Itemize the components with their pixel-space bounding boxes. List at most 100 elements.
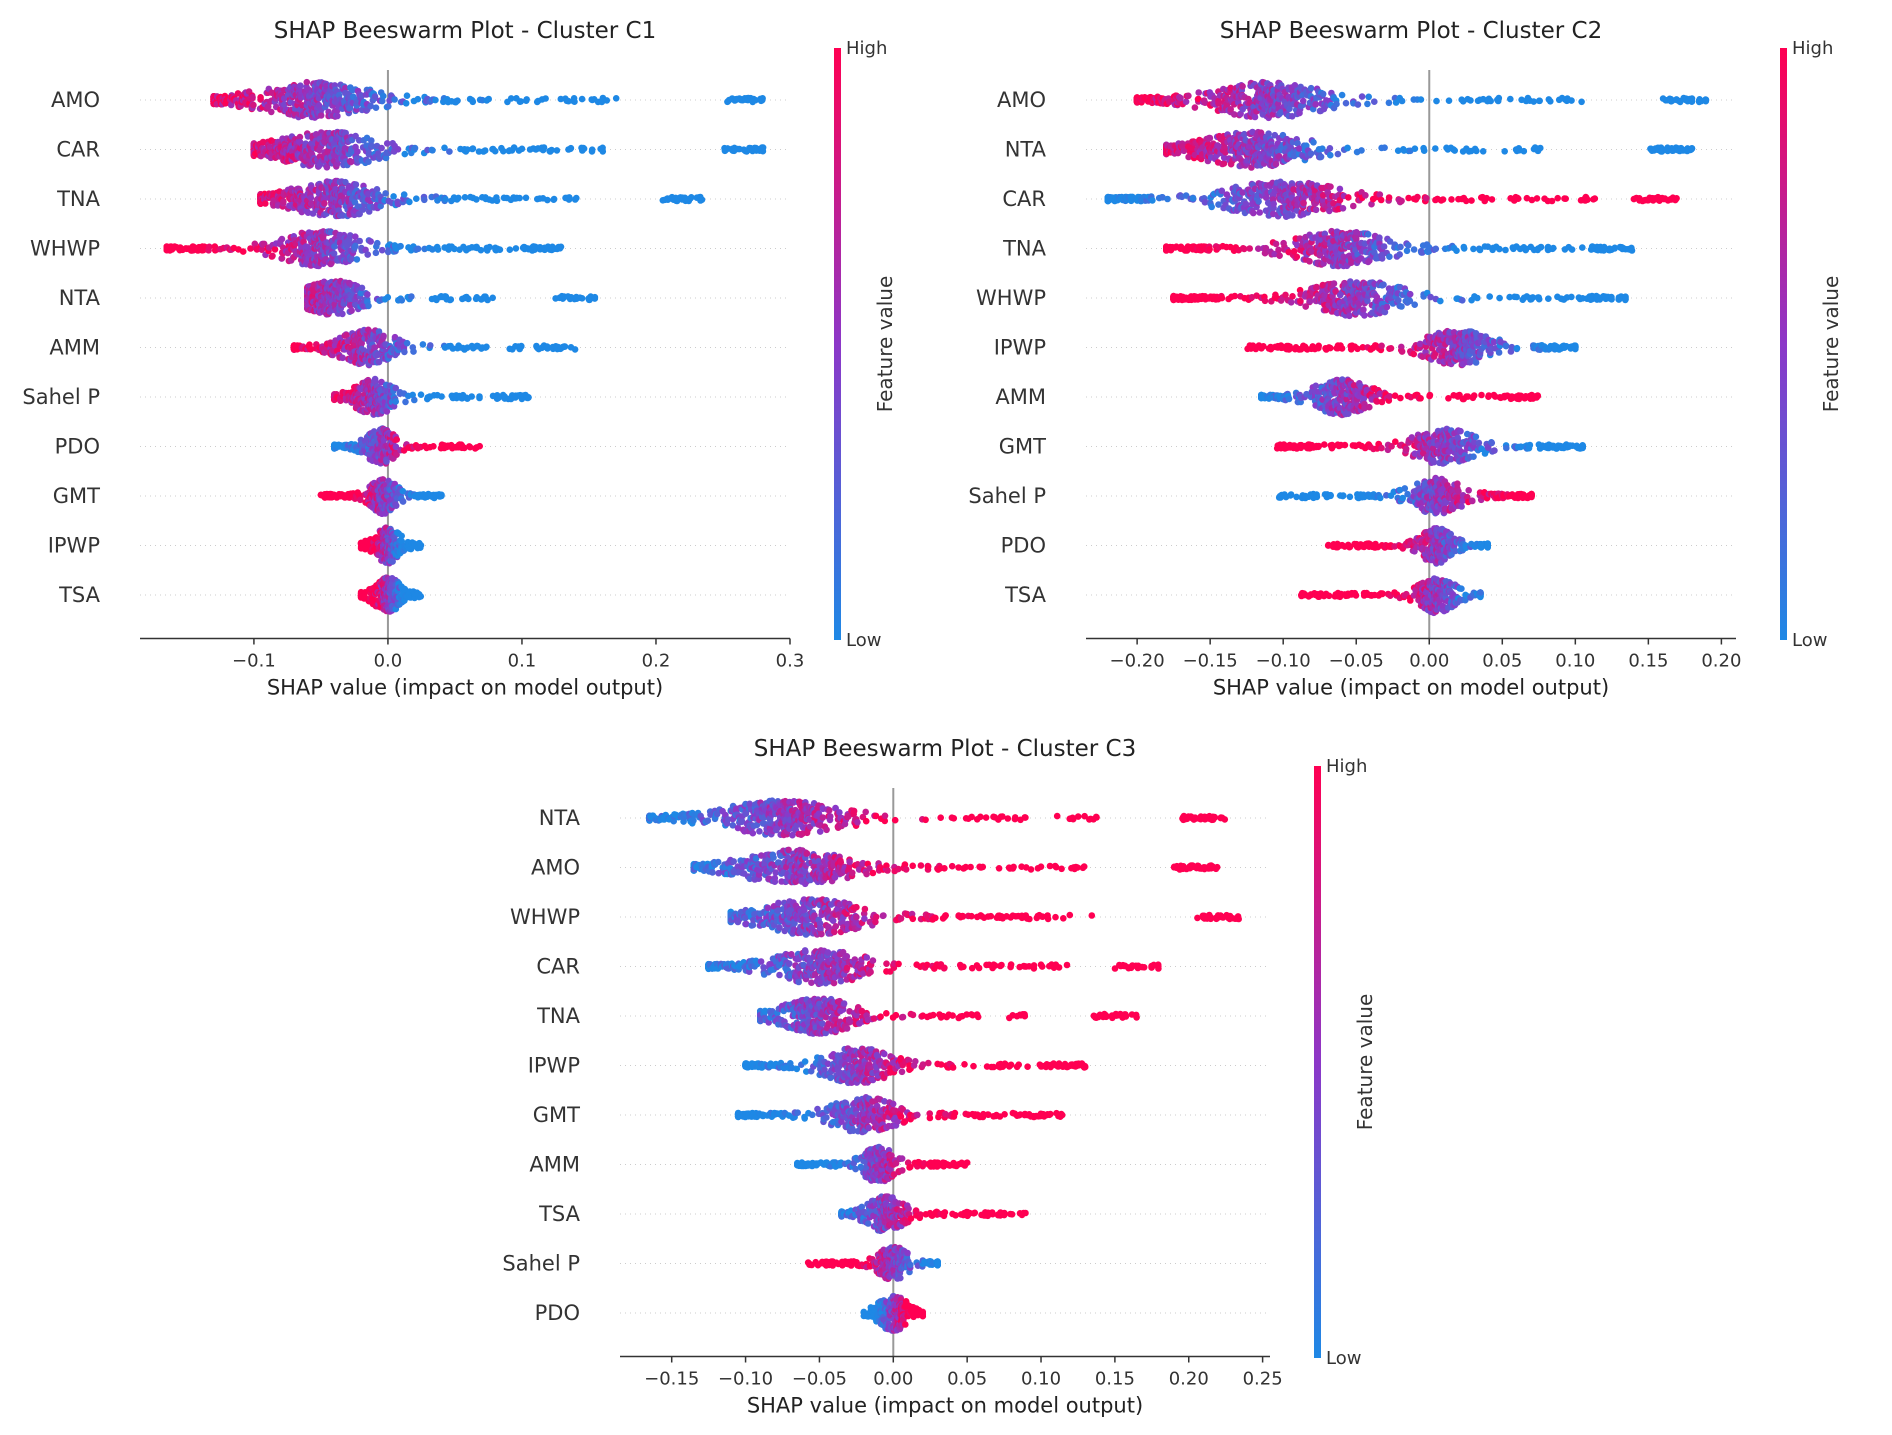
c2-feature-label: NTA [1005, 138, 1047, 162]
c1-shap-point [468, 393, 476, 400]
c1-shap-point [278, 254, 286, 262]
c1-shap-point [391, 96, 398, 103]
c1-shap-point [464, 146, 471, 153]
c2-shap-point [1432, 145, 1439, 152]
c1-shap-point [588, 146, 596, 153]
c2-shap-point [1230, 111, 1238, 118]
c2-shap-point [1688, 145, 1696, 152]
c1-shap-point [434, 246, 442, 253]
c1-shap-point [373, 186, 381, 193]
c2-shap-point [1385, 99, 1393, 107]
c1-colorbar-title: Feature value [873, 276, 897, 413]
c1-shap-point [392, 398, 400, 405]
c1-shap-point [358, 340, 366, 347]
c1-shap-point [489, 294, 497, 302]
c1-shap-point [378, 144, 385, 152]
c2-shap-point [1473, 147, 1480, 155]
c1-shap-point [451, 245, 458, 253]
c1-shap-point [421, 196, 428, 204]
c1-shap-point [304, 209, 312, 216]
c2-shap-point [1547, 98, 1554, 105]
c1-feature-label: TSA [58, 583, 101, 607]
c1-feature-label: AMM [49, 336, 100, 360]
c1-shap-point [280, 198, 287, 205]
c1-shap-point [409, 391, 417, 399]
c1-shap-point [249, 93, 256, 101]
c1-shap-point [365, 158, 372, 165]
c1-shap-point [506, 246, 514, 253]
c1-shap-point [339, 354, 346, 362]
c2-shap-point [1398, 97, 1406, 105]
c2-shap-point [1272, 160, 1280, 168]
c1-feature-label: TNA [56, 187, 101, 211]
c1-shap-point [401, 348, 408, 356]
c1-shap-point [491, 147, 499, 155]
c1-feature-label: CAR [56, 138, 100, 162]
c1-shap-point [427, 342, 434, 349]
chart-c1-svg: SHAP Beeswarm Plot - Cluster C1AMOCARTNA… [22, 18, 897, 700]
c1-shap-point [354, 148, 361, 155]
c2-shap-point [1501, 148, 1508, 155]
c1-shap-point [364, 291, 371, 298]
c1-shap-point [257, 94, 264, 101]
c1-shap-point [402, 398, 409, 406]
c1-shap-point [392, 443, 400, 451]
c1-shap-point [496, 246, 504, 253]
c1-shap-point [580, 145, 588, 152]
c1-shap-point [516, 194, 523, 202]
c2-shap-point [1195, 89, 1202, 96]
c1-shap-point [465, 295, 472, 303]
c2-shap-point [1420, 147, 1428, 154]
c1-shap-point [591, 293, 599, 301]
c1-beeswarm-row-amm [290, 326, 579, 369]
c1-shap-point [759, 95, 766, 102]
c2-shap-point [1507, 95, 1514, 103]
c1-beeswarm-row-tna [257, 177, 706, 220]
c1-shap-point [414, 95, 422, 103]
c1-shap-point [441, 144, 448, 152]
c1-shap-point [688, 194, 695, 201]
c1-shap-point [500, 147, 507, 155]
c1-shap-point [247, 245, 254, 252]
c2-shap-point [1327, 151, 1334, 159]
c1-chart-title: SHAP Beeswarm Plot - Cluster C1 [274, 18, 656, 44]
c1-shap-point [383, 458, 390, 465]
c1-shap-point [331, 243, 338, 250]
c1-shap-point [557, 243, 565, 251]
c2-shap-point [1520, 147, 1528, 155]
c2-shap-point [1688, 95, 1696, 102]
c1-feature-label: NTA [59, 286, 101, 310]
c2-shap-point [1307, 84, 1315, 92]
c2-shap-point [1702, 96, 1710, 104]
c1-shap-point [394, 146, 402, 153]
c2-shap-point [1319, 90, 1327, 98]
c2-shap-point [1495, 94, 1503, 102]
c2-shap-point [1220, 160, 1228, 167]
c1-shap-point [485, 95, 493, 103]
c1-shap-point [372, 104, 380, 111]
c2-shap-point [1191, 104, 1199, 111]
c1-shap-point [372, 249, 380, 257]
c1-shap-point [612, 95, 620, 102]
c1-shap-point [367, 102, 375, 110]
c2-shap-point [1310, 139, 1317, 146]
c1-shap-point [368, 142, 376, 150]
c2-shap-point [1239, 105, 1246, 113]
c1-shap-point [442, 195, 449, 203]
c1-x-tick-label: 0.2 [642, 651, 671, 672]
c1-feature-label: Sahel P [22, 385, 100, 409]
c1-shap-point [348, 255, 356, 262]
c2-shap-point [1371, 98, 1378, 105]
c1-shap-point [334, 112, 341, 120]
c1-shap-point [698, 196, 706, 203]
c1-shap-point [280, 101, 288, 108]
c1-shap-point [342, 84, 349, 92]
c2-shap-point [1537, 144, 1544, 152]
c2-shap-point [1578, 98, 1585, 106]
c1-shap-point [571, 98, 578, 105]
c1-shap-point [578, 95, 586, 103]
c1-beeswarm-row-car [250, 128, 767, 171]
c1-shap-point [367, 238, 375, 245]
c1-shap-point [401, 585, 409, 593]
c1-shap-point [507, 95, 515, 102]
